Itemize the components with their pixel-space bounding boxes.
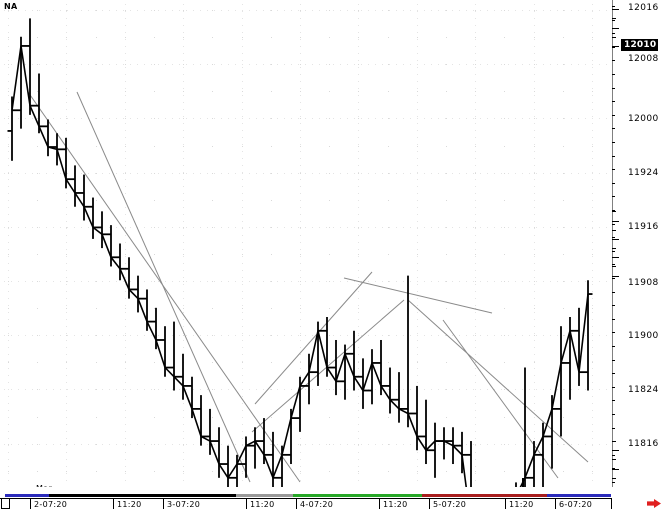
price-axis-label: 11816 — [628, 439, 659, 449]
scroll-right-arrow-icon[interactable] — [645, 498, 663, 509]
symbol-label: NA — [4, 2, 18, 11]
time-tick-label: 2-07:20 — [30, 499, 67, 509]
down-channel2-lower — [407, 299, 589, 463]
time-tick-label: 11:20 — [246, 499, 275, 509]
up-channel-lower — [251, 299, 405, 433]
time-tick-label: 11:20 — [505, 499, 534, 509]
session-segment — [48, 494, 236, 497]
price-axis-ticks — [612, 0, 619, 487]
price-axis-label: 12000 — [628, 114, 659, 124]
time-axis[interactable]: 2-07:20 11:20 3-07:20 11:20 4-07:20 11:2… — [0, 487, 670, 509]
session-segment — [235, 494, 293, 497]
price-axis-label: 12016 — [628, 3, 659, 13]
time-tick-row: 2-07:20 11:20 3-07:20 11:20 4-07:20 11:2… — [0, 498, 612, 509]
axis-left-box[interactable] — [1, 498, 10, 509]
time-tick-label: 11:20 — [113, 499, 142, 509]
axis-end-cap — [611, 498, 612, 509]
price-axis-label: 11824 — [628, 385, 659, 395]
price-axis-label: 12008 — [628, 54, 659, 64]
time-tick-label: 5-07:20 — [429, 499, 466, 509]
ohlc-bars — [7, 18, 593, 487]
price-axis-label: 11916 — [628, 222, 659, 232]
time-tick-label: 3-07:20 — [163, 499, 200, 509]
time-tick-label: 6-07:20 — [555, 499, 592, 509]
session-segment — [292, 494, 423, 497]
down-channel3 — [442, 319, 559, 479]
time-tick-label: 11:20 — [379, 499, 408, 509]
current-price-label: 12010 — [621, 39, 659, 51]
price-axis-label: 11924 — [628, 168, 659, 178]
session-segment — [4, 494, 49, 497]
session-segment — [422, 494, 547, 497]
price-axis-label: 11908 — [628, 278, 659, 288]
down-channel-lower — [76, 91, 251, 483]
trend-channel-lines — [27, 91, 589, 483]
chart-canvas — [4, 4, 607, 487]
price-chart-plot-area[interactable] — [0, 0, 612, 487]
session-color-bar — [0, 494, 612, 497]
cursor-marker — [522, 478, 524, 487]
price-axis[interactable]: 12016 12010 12008 12000 11924 11916 1190… — [612, 0, 670, 487]
price-axis-label: 11900 — [628, 331, 659, 341]
up-channel-upper — [254, 271, 373, 405]
session-segment — [546, 494, 611, 497]
time-tick-label: 4-07:20 — [296, 499, 333, 509]
down-channel2-upper — [343, 277, 493, 314]
chart-gridlines — [4, 4, 607, 481]
